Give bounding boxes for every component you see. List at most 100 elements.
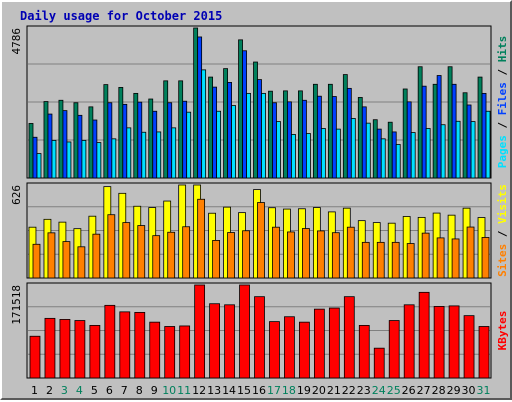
x-tick-label: 29 bbox=[447, 384, 461, 397]
bar-sites-day-24 bbox=[376, 241, 385, 279]
bar-kbytes-day-29 bbox=[448, 305, 460, 379]
x-tick-label: 28 bbox=[432, 384, 446, 397]
x-tick-label: 5 bbox=[91, 384, 98, 397]
bar-hits-day-25 bbox=[387, 121, 393, 179]
bar-pages-day-25 bbox=[395, 144, 401, 179]
bar-hits-day-12 bbox=[193, 27, 199, 179]
legend-entry: Visits bbox=[496, 184, 509, 224]
bar-files-day-7 bbox=[122, 103, 128, 179]
bar-pages-day-5 bbox=[96, 142, 102, 179]
bar-hits-day-28 bbox=[432, 83, 438, 179]
x-tick-label: 4 bbox=[76, 384, 83, 397]
bar-pages-day-31 bbox=[485, 110, 491, 179]
bar-hits-day-27 bbox=[417, 66, 423, 179]
bar-hits-day-30 bbox=[462, 92, 468, 179]
x-tick-label: 10 bbox=[162, 384, 176, 397]
bar-files-day-23 bbox=[361, 106, 367, 179]
bar-hits-day-9 bbox=[148, 98, 154, 179]
panel-max-label-visits: 626 bbox=[10, 185, 23, 205]
bar-kbytes-day-5 bbox=[89, 325, 101, 379]
bar-kbytes-day-15 bbox=[239, 284, 250, 379]
bar-sites-day-20 bbox=[316, 230, 325, 279]
x-tick-label: 8 bbox=[136, 384, 143, 397]
bar-files-day-31 bbox=[481, 92, 487, 179]
bar-sites-day-16 bbox=[257, 202, 265, 279]
bar-pages-day-30 bbox=[470, 121, 476, 179]
bar-pages-day-11 bbox=[186, 111, 192, 179]
bar-hits-day-8 bbox=[133, 92, 139, 179]
bar-pages-day-1 bbox=[36, 153, 42, 179]
bar-pages-day-19 bbox=[306, 133, 311, 179]
bar-hits-day-5 bbox=[88, 106, 94, 179]
legend-entry: KBytes bbox=[496, 311, 509, 351]
bar-kbytes-day-23 bbox=[358, 325, 370, 379]
bar-pages-day-26 bbox=[410, 132, 416, 179]
bar-kbytes-day-1 bbox=[29, 335, 41, 379]
bar-files-day-20 bbox=[316, 95, 322, 179]
x-tick-label: 1 bbox=[31, 384, 38, 397]
bar-hits-day-14 bbox=[223, 68, 228, 179]
bar-kbytes-day-17 bbox=[269, 321, 280, 379]
bar-kbytes-day-20 bbox=[313, 308, 325, 379]
bar-files-day-24 bbox=[376, 128, 382, 179]
bar-hits-day-3 bbox=[58, 99, 64, 179]
bar-hits-day-26 bbox=[402, 88, 408, 179]
x-tick-label: 13 bbox=[207, 384, 221, 397]
bar-pages-day-6 bbox=[111, 138, 117, 179]
bar-kbytes-day-25 bbox=[388, 320, 400, 379]
bar-files-day-19 bbox=[302, 99, 307, 179]
bar-pages-day-12 bbox=[201, 69, 207, 179]
bar-pages-day-24 bbox=[380, 138, 386, 179]
bar-kbytes-day-8 bbox=[134, 311, 146, 379]
bar-kbytes-day-30 bbox=[463, 315, 475, 379]
bar-files-day-13 bbox=[212, 86, 218, 179]
panel-max-label-hits: 4786 bbox=[10, 28, 23, 55]
x-tick-label: 30 bbox=[462, 384, 476, 397]
bar-hits-day-21 bbox=[327, 83, 333, 179]
x-tick-label: 20 bbox=[312, 384, 326, 397]
bar-pages-day-10 bbox=[171, 127, 177, 179]
bar-kbytes-day-28 bbox=[433, 306, 445, 379]
bar-pages-day-27 bbox=[425, 128, 431, 179]
bar-kbytes-day-4 bbox=[74, 320, 86, 379]
bar-pages-day-22 bbox=[350, 118, 356, 179]
bar-files-day-12 bbox=[197, 36, 203, 179]
panel-max-label-kbytes: 171518 bbox=[10, 285, 23, 325]
x-tick-label: 21 bbox=[327, 384, 341, 397]
x-tick-label: 9 bbox=[151, 384, 158, 397]
bar-files-day-14 bbox=[227, 82, 232, 179]
legend-entry: Sites bbox=[496, 244, 509, 277]
bar-kbytes-day-21 bbox=[328, 307, 340, 379]
bar-files-day-21 bbox=[331, 96, 337, 179]
legend-entry: Files bbox=[496, 82, 509, 115]
bar-sites-day-3 bbox=[62, 241, 71, 279]
bar-hits-day-13 bbox=[208, 76, 214, 179]
bar-kbytes-day-24 bbox=[373, 347, 385, 379]
x-tick-label: 14 bbox=[222, 384, 236, 397]
panel-legend-kbytes: KBytes bbox=[496, 311, 509, 351]
bar-sites-day-30 bbox=[466, 226, 475, 279]
bar-sites-day-21 bbox=[331, 232, 340, 279]
x-tick-label: 3 bbox=[61, 384, 68, 397]
bar-hits-day-1 bbox=[28, 123, 34, 179]
bar-sites-day-6 bbox=[107, 214, 116, 279]
bar-pages-day-17 bbox=[276, 121, 281, 179]
bar-hits-day-16 bbox=[253, 61, 258, 179]
x-tick-label: 16 bbox=[252, 384, 266, 397]
bar-sites-day-14 bbox=[227, 232, 235, 279]
bar-pages-day-3 bbox=[66, 141, 72, 179]
bar-pages-day-15 bbox=[246, 92, 251, 179]
bar-kbytes-day-3 bbox=[59, 319, 71, 379]
bar-files-day-9 bbox=[152, 110, 158, 179]
bar-sites-day-17 bbox=[272, 226, 280, 279]
bar-pages-day-16 bbox=[261, 92, 266, 179]
bar-sites-day-26 bbox=[406, 243, 415, 279]
bar-hits-day-24 bbox=[372, 119, 378, 179]
bar-sites-day-13 bbox=[212, 240, 220, 279]
bar-sites-day-8 bbox=[137, 225, 146, 279]
legend-entry: Hits bbox=[496, 36, 509, 63]
x-tick-label: 24 bbox=[372, 384, 386, 397]
x-tick-label: 11 bbox=[177, 384, 191, 397]
bar-files-day-8 bbox=[137, 101, 143, 179]
bar-hits-day-4 bbox=[73, 102, 79, 179]
